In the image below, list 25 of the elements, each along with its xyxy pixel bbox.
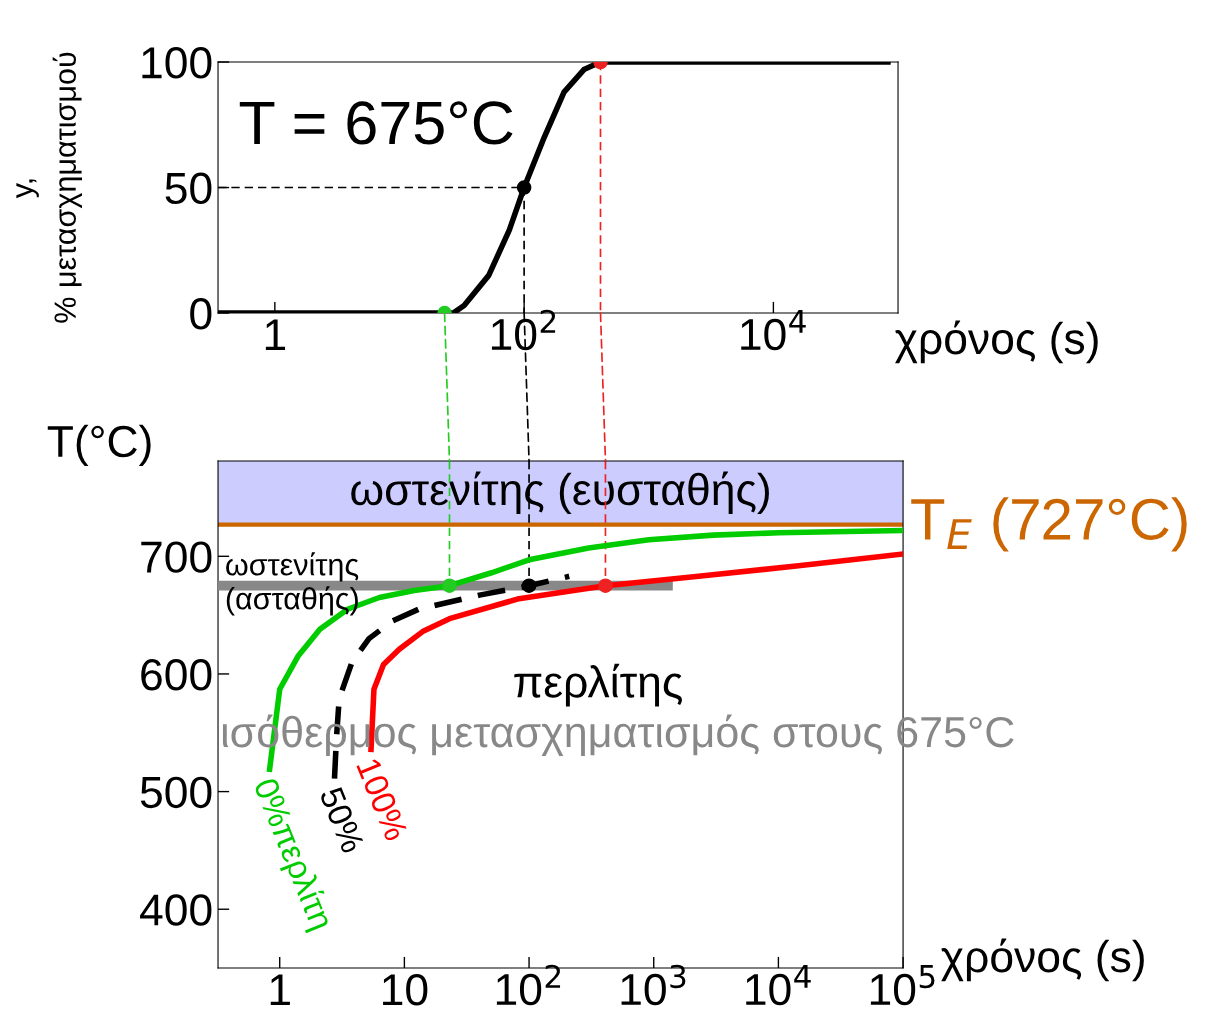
x-tick-label: 10 bbox=[383, 974, 428, 1006]
annotation: T = 675°C bbox=[239, 101, 513, 145]
y-axis-title: T(°C) bbox=[47, 424, 151, 467]
x-tick-label: 10$^{4}$ bbox=[741, 310, 806, 351]
x-tick-label: 10$^{3}$ bbox=[621, 964, 686, 1006]
x-tick-label: 10$^{4}$ bbox=[746, 965, 811, 1006]
x-tick-label: 10$^{2}$ bbox=[491, 309, 556, 351]
y-tick-label: 50 bbox=[165, 172, 212, 205]
band-label: ωστενίτης (ευσταθής) bbox=[351, 471, 769, 515]
y-tick-label: 0 bbox=[190, 298, 212, 330]
ref-line-label: T$_{E}$ (727°C) bbox=[911, 497, 1187, 552]
x-axis-title: χρόνος (s) bbox=[941, 938, 1144, 982]
x-tick-label: 1 bbox=[265, 319, 286, 351]
annotation: περλίτης bbox=[514, 663, 682, 707]
y-tick-label: 400 bbox=[140, 894, 212, 926]
annotation: ωστενίτης (ασταθής) bbox=[226, 552, 359, 616]
y-axis-title: y, % μετασχηματισμού bbox=[16, 52, 83, 323]
y-tick-label: 500 bbox=[140, 776, 212, 809]
x-axis-title: χρόνος (s) bbox=[895, 320, 1098, 364]
x-tick-label: 1 bbox=[270, 974, 290, 1006]
x-tick-label: 10$^{2}$ bbox=[496, 964, 561, 1006]
y-tick-label: 100 bbox=[142, 47, 212, 79]
y-tick-label: 600 bbox=[141, 659, 212, 691]
x-tick-label: 10$^{5}$ bbox=[870, 965, 935, 1006]
y-tick-label: 700 bbox=[141, 541, 212, 573]
